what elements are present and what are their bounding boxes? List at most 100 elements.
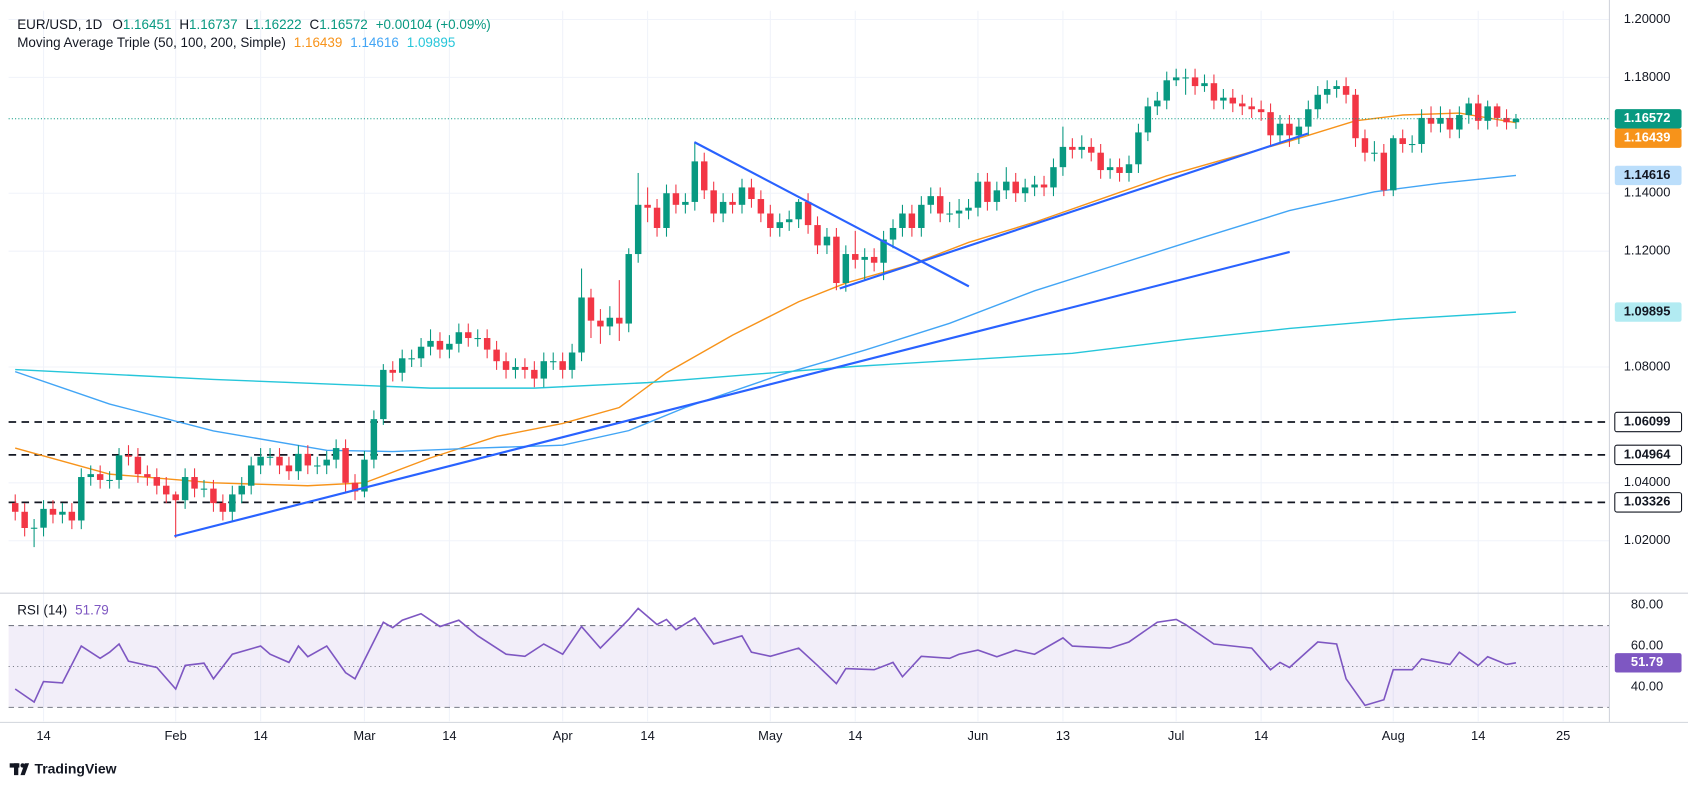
candle-body [1276,123,1284,136]
candle-body [842,254,850,284]
candle-body [1427,117,1435,124]
candle-body [455,332,463,344]
price-badge [1614,653,1682,673]
candle-body [436,340,444,350]
candle-body [1352,94,1359,139]
candle-body [814,225,821,246]
candle-body [785,219,793,223]
candle-body [757,199,765,214]
candle-body [1097,152,1104,171]
candle-body [1323,88,1331,95]
candle-body [861,256,868,260]
candle-body [918,204,925,228]
rsi-line [14,607,1517,707]
price-badge-label: 1.16572 [1624,110,1671,125]
tradingview-logo: TradingView [9,760,117,776]
candle-body [125,455,132,457]
candle-body [748,187,755,200]
candle-body [210,488,217,504]
candle-body [663,193,670,228]
y-tick-label: 80.00 [1631,597,1663,612]
candle-body [11,503,19,512]
candle-body [408,358,415,360]
y-tick-label: 1.08000 [1624,358,1671,373]
candle-body [1069,146,1076,150]
candle-body [1437,117,1444,124]
candle-body [1474,103,1482,121]
candle-body [1295,126,1303,136]
ohlc-value: 1.16222 [253,16,302,31]
candle-body [870,256,878,263]
candle-body [191,477,198,489]
ma-value: 1.14616 [350,35,399,50]
axes: 14 Feb 14 Mar 14 Apr 14 May 14 Jun 13 Jul 14 Aug 14 25 1… [0,0,1688,743]
candle-body [936,196,944,214]
candle-body [332,448,340,460]
candle-body [701,161,708,191]
y-tick-label: 1.14000 [1624,185,1671,200]
candle-body [323,459,330,466]
ohlc-value: 1.16572 [319,16,368,31]
x-tick-label: 25 [1556,728,1570,743]
change: +0.00104 (+0.09%) [376,16,491,31]
footer-brand: TradingView [34,760,116,776]
candle-body [446,343,453,350]
candle-body [153,477,161,486]
moving-average [14,174,1517,453]
price-badge-label: 1.09895 [1624,304,1671,319]
candle-body [1135,132,1142,165]
candle-body [955,210,963,214]
candle-body [512,366,519,370]
candle-body [172,494,179,501]
price-badge [1614,128,1682,148]
candle-body [710,190,717,214]
candle-body [1248,106,1255,110]
candle-body [1003,181,1010,191]
x-tick-label: Aug [1382,728,1405,743]
x-tick-label: Apr [553,728,574,743]
trend-line [693,141,970,288]
candle-body [266,456,274,458]
x-tick-label: Mar [353,728,376,743]
candle-body [1220,97,1227,101]
candle-body [984,181,991,202]
candle-body [625,254,632,324]
rsi-band [8,625,1610,708]
price-badge [1614,165,1682,186]
candle-body [49,508,57,515]
y-tick-label: 1.18000 [1624,69,1671,84]
chart-title: EUR/USD, 1D [17,16,102,31]
candle-body [68,511,76,521]
candle-body [719,201,727,214]
candle-body [587,297,595,321]
candle-body [927,196,935,205]
plot [8,68,1610,707]
ohlc-prefix: L [246,16,254,31]
candle-body [852,254,859,260]
candle-body [606,317,614,327]
price-badge [1614,302,1682,322]
candle-body [1380,152,1388,191]
candle-body [672,193,680,205]
ohlc-value: 1.16737 [189,16,238,31]
candle-body [304,453,312,466]
candle-body [1371,152,1378,154]
candle-body [247,465,255,486]
price-badge [1614,492,1683,513]
candle-body [474,338,481,340]
x-tick-label: 14 [1471,728,1485,743]
candle-body [1210,83,1218,101]
y-tick-label: 1.12000 [1624,243,1671,258]
candle-body [1493,106,1501,118]
price-badge [1614,411,1683,433]
candle-body [21,511,28,528]
x-tick-label: 13 [1056,728,1070,743]
candle-body [361,459,368,492]
candle-body [634,204,642,255]
candle-body [483,338,491,350]
candle-body [59,511,66,515]
candle-body [1050,167,1057,188]
candle-body [181,477,189,501]
candle-body [738,187,746,205]
